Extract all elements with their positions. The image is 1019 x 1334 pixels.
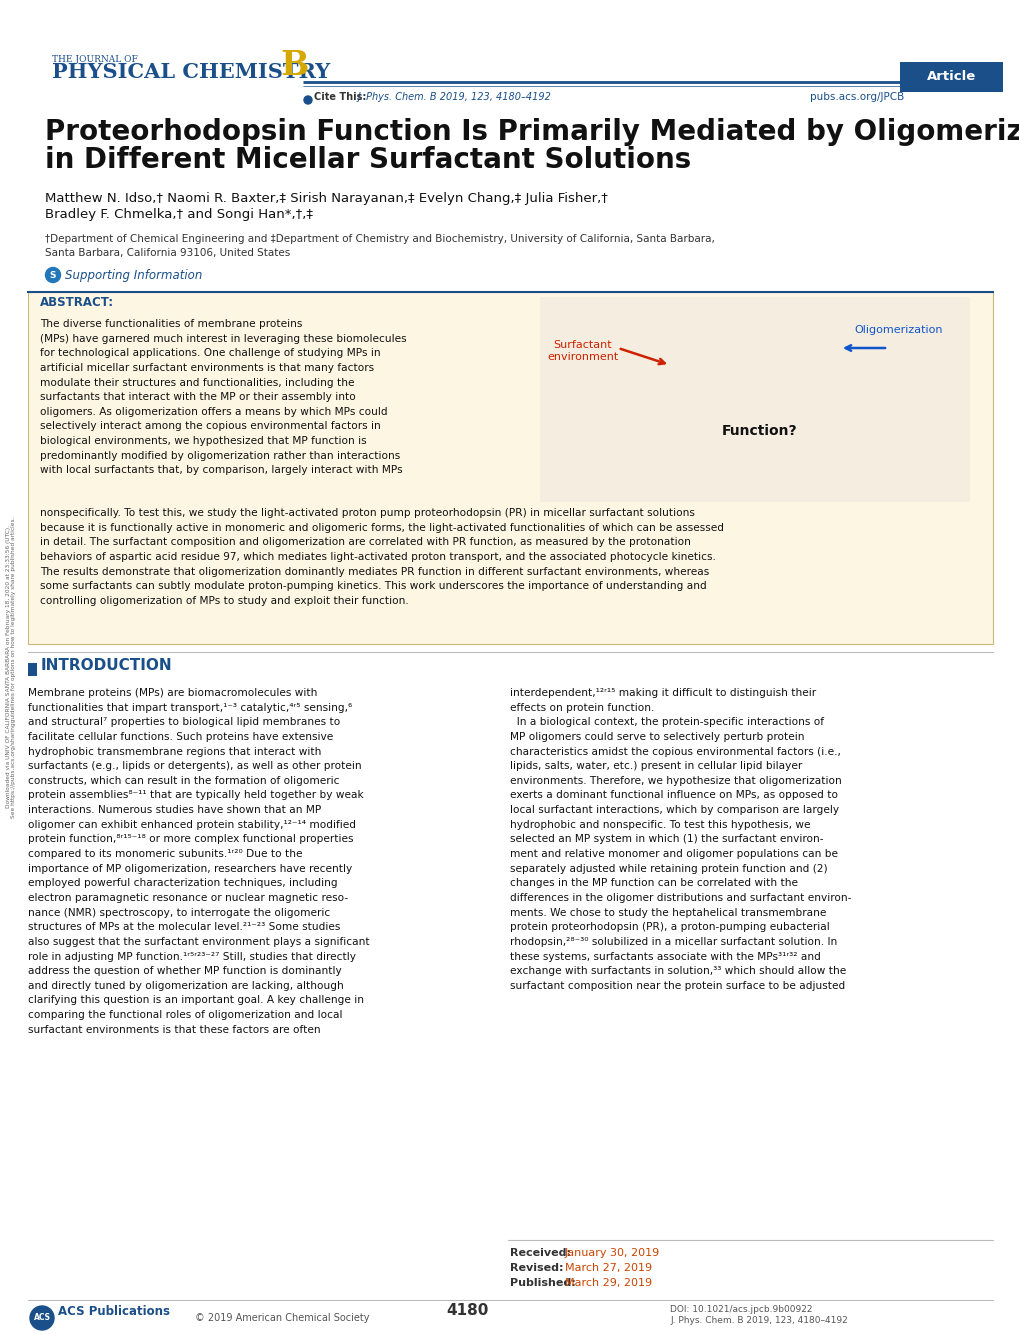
Text: Matthew N. Idso,† Naomi R. Baxter,‡ Sirish Narayanan,‡ Evelyn Chang,‡ Julia Fish: Matthew N. Idso,† Naomi R. Baxter,‡ Siri… (45, 192, 607, 205)
Text: Oligomerization: Oligomerization (854, 325, 943, 335)
Text: ABSTRACT:: ABSTRACT: (40, 296, 114, 309)
Bar (899, 61, 1002, 92)
Text: Downloaded via UNIV OF CALIFORNIA SANTA BARBARA on February 18, 2020 at 23:33:56: Downloaded via UNIV OF CALIFORNIA SANTA … (5, 516, 16, 818)
Text: Santa Barbara, California 93106, United States: Santa Barbara, California 93106, United … (45, 248, 290, 257)
Text: March 27, 2019: March 27, 2019 (565, 1263, 651, 1273)
Text: ACS: ACS (34, 1314, 51, 1322)
Text: B: B (280, 49, 308, 81)
Text: January 30, 2019: January 30, 2019 (565, 1249, 659, 1258)
Text: THE JOURNAL OF: THE JOURNAL OF (52, 55, 138, 64)
Circle shape (30, 1306, 54, 1330)
Bar (539, 297, 969, 502)
Bar (28, 663, 37, 676)
Text: 4180: 4180 (446, 1303, 489, 1318)
Text: Surfactant
environment: Surfactant environment (547, 340, 618, 363)
Text: March 29, 2019: March 29, 2019 (565, 1278, 651, 1289)
Circle shape (46, 268, 60, 283)
Text: Article: Article (926, 71, 975, 84)
Text: Bradley F. Chmelka,† and Songi Han*,†,‡: Bradley F. Chmelka,† and Songi Han*,†,‡ (45, 208, 313, 221)
Text: Membrane proteins (MPs) are biomacromolecules with
functionalities that impart t: Membrane proteins (MPs) are biomacromole… (28, 688, 369, 1035)
Text: †Department of Chemical Engineering and ‡Department of Chemistry and Biochemistr: †Department of Chemical Engineering and … (45, 233, 714, 244)
Text: J. Phys. Chem. B 2019, 123, 4180–4192: J. Phys. Chem. B 2019, 123, 4180–4192 (358, 92, 551, 101)
Text: J. Phys. Chem. B 2019, 123, 4180–4192: J. Phys. Chem. B 2019, 123, 4180–4192 (669, 1317, 847, 1325)
Text: DOI: 10.1021/acs.jpcb.9b00922: DOI: 10.1021/acs.jpcb.9b00922 (669, 1305, 812, 1314)
Text: Proteorhodopsin Function Is Primarily Mediated by Oligomerization: Proteorhodopsin Function Is Primarily Me… (45, 117, 1019, 145)
Text: Revised:: Revised: (510, 1263, 562, 1273)
Text: ACS Publications: ACS Publications (58, 1305, 170, 1318)
Text: INTRODUCTION: INTRODUCTION (41, 658, 172, 672)
Text: in Different Micellar Surfactant Solutions: in Different Micellar Surfactant Solutio… (45, 145, 691, 173)
Text: Cite This:: Cite This: (314, 92, 366, 101)
Circle shape (304, 96, 312, 104)
Text: nonspecifically. To test this, we study the light-activated proton pump proteorh: nonspecifically. To test this, we study … (40, 508, 723, 606)
Text: Published:: Published: (510, 1278, 575, 1289)
Text: pubs.acs.org/JPCB: pubs.acs.org/JPCB (809, 92, 904, 101)
Text: Function?: Function? (721, 424, 797, 438)
Text: © 2019 American Chemical Society: © 2019 American Chemical Society (195, 1313, 369, 1323)
Text: Supporting Information: Supporting Information (65, 268, 202, 281)
Bar (28, 292, 993, 644)
Text: interdependent,¹²ʳ¹⁵ making it difficult to distinguish their
effects on protein: interdependent,¹²ʳ¹⁵ making it difficult… (510, 688, 851, 991)
Text: PHYSICAL CHEMISTRY: PHYSICAL CHEMISTRY (52, 61, 330, 81)
Text: Received:: Received: (510, 1249, 571, 1258)
Text: S: S (50, 271, 56, 280)
Text: The diverse functionalities of membrane proteins
(MPs) have garnered much intere: The diverse functionalities of membrane … (40, 319, 407, 475)
